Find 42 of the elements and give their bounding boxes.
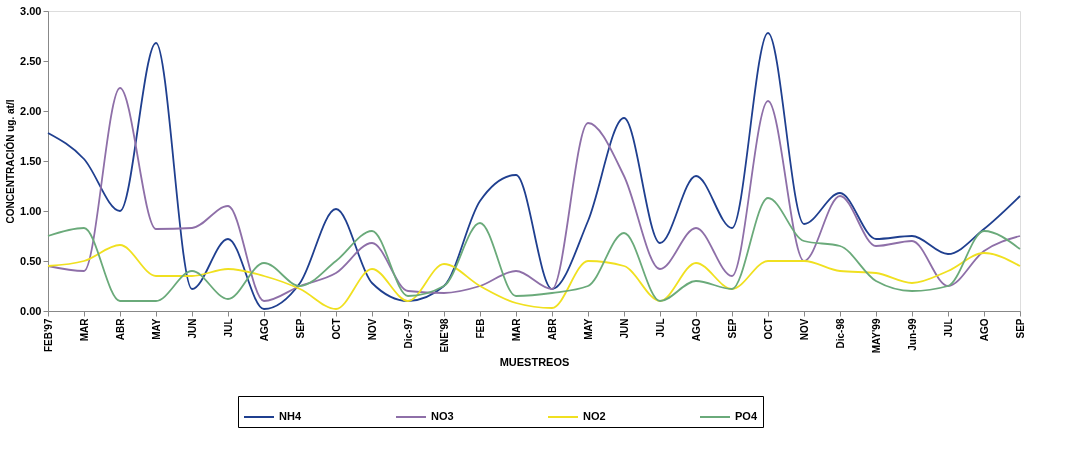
x-tick-label: ABR xyxy=(546,317,558,341)
y-tick-label: 2.50 xyxy=(20,54,42,67)
x-axis-title: MUESTREOS xyxy=(499,356,570,369)
x-tick-label: OCT xyxy=(330,318,342,340)
x-tick-label: JUL xyxy=(654,318,666,338)
x-tick-label: MAR xyxy=(510,317,522,342)
x-tick-label: SEP xyxy=(294,318,306,339)
x-tick-label: AGO xyxy=(690,318,702,342)
x-tick-label: NOV xyxy=(798,318,810,341)
x-tick-label: OCT xyxy=(762,318,774,340)
x-tick-label: JUL xyxy=(222,318,234,338)
x-tick-label: ABR xyxy=(114,317,126,341)
x-tick-label: FEB'97 xyxy=(42,318,54,353)
x-tick-label: AGO xyxy=(258,318,270,342)
legend-label: NO3 xyxy=(431,410,454,422)
x-tick-label: JUN xyxy=(618,318,630,339)
y-tick-label: 0.00 xyxy=(20,304,42,317)
legend-label: NO2 xyxy=(583,410,606,422)
x-tick-label: JUN xyxy=(186,318,198,339)
y-tick-label: 1.50 xyxy=(20,154,42,167)
x-tick-label: Dic-98 xyxy=(834,318,846,349)
x-tick-label: JUL xyxy=(942,318,954,338)
x-tick-label: SEP xyxy=(726,318,738,339)
x-tick-label: ENE'98 xyxy=(438,318,450,353)
x-tick-label: Jun-99 xyxy=(906,318,918,351)
x-tick-label: MAY'99 xyxy=(870,318,882,354)
legend-label: NH4 xyxy=(279,410,302,422)
x-tick-label: MAR xyxy=(78,317,90,342)
y-tick-label: 2.00 xyxy=(20,104,42,117)
x-tick-label: FEB xyxy=(474,318,486,339)
y-axis-title: CONCENTRACIÓN ug. at/l xyxy=(4,99,17,224)
y-tick-label: 0.50 xyxy=(20,254,42,267)
y-tick-label: 1.00 xyxy=(20,204,42,217)
x-tick-label: NOV xyxy=(366,318,378,341)
x-tick-label: Dic-97 xyxy=(402,318,414,349)
x-tick-label: MAY xyxy=(150,318,162,340)
x-tick-label: MAY xyxy=(582,318,594,340)
x-tick-label: SEP xyxy=(1014,318,1026,339)
line-series xyxy=(47,197,1021,302)
y-tick-label: 3.00 xyxy=(20,4,42,17)
x-tick-label: AGO xyxy=(978,318,990,342)
legend-label: PO4 xyxy=(735,410,758,422)
